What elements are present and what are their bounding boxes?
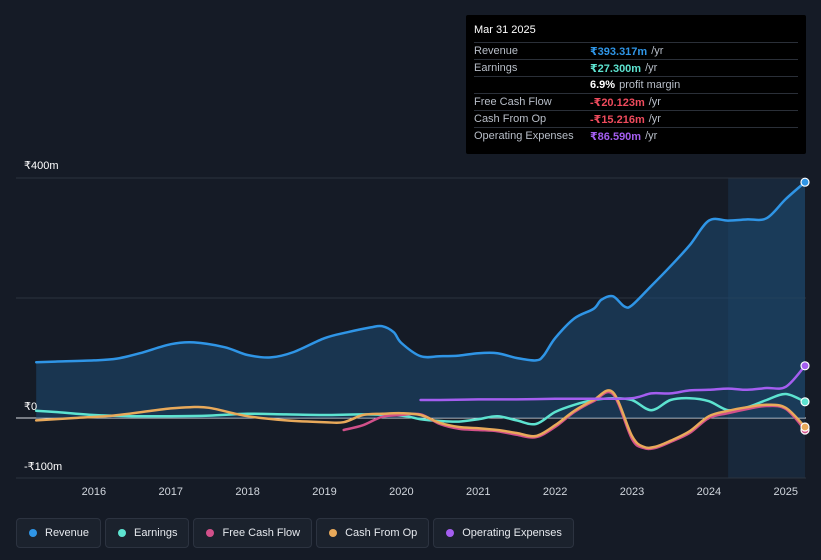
tooltip-row-unit: /yr	[648, 113, 661, 125]
y-tick-label-bottom: -₹100m	[24, 461, 63, 473]
tooltip-row-value: ₹27.300m	[590, 62, 642, 75]
legend-dot-icon	[118, 529, 127, 537]
tooltip-row-label: Operating Expenses	[474, 130, 574, 142]
tooltip-row-value: ₹86.590m	[590, 130, 642, 143]
tooltip-row-value: -₹15.216m	[590, 113, 645, 126]
tooltip-row: Operating Expenses ₹86.590m/yr	[474, 127, 798, 144]
tooltip-row-unit: /yr	[651, 45, 664, 57]
y-tick-label-top: ₹400m	[24, 160, 59, 172]
x-tick-label: 2025	[774, 486, 798, 498]
tooltip-row-label: Revenue	[474, 45, 519, 57]
legend-item-free-cash-flow[interactable]: Free Cash Flow	[193, 518, 313, 548]
earnings-line	[34, 392, 807, 426]
legend-label: Revenue	[45, 527, 90, 539]
x-tick-label: 2023	[620, 486, 644, 498]
tooltip-row: Free Cash Flow -₹20.123m/yr	[474, 93, 798, 110]
tooltip-row-label: Earnings	[474, 62, 518, 74]
tooltip-date: Mar 31 2025	[474, 24, 536, 36]
tooltip-row-value: 6.9%	[590, 79, 616, 91]
revenue-endpoint	[800, 177, 810, 187]
tooltip-row: 6.9% profit margin	[474, 76, 798, 93]
x-tick-label: 2017	[159, 486, 183, 498]
tooltip-row-unit: /yr	[645, 130, 658, 142]
x-tick-label: 2019	[312, 486, 336, 498]
tooltip-row-value: -₹20.123m	[590, 96, 645, 109]
revenue-area	[36, 182, 805, 418]
tooltip-row: Revenue ₹393.317m/yr	[474, 42, 798, 59]
x-tick-label: 2018	[235, 486, 259, 498]
legend-dot-icon	[446, 529, 455, 537]
legend-label: Cash From Op	[345, 527, 418, 539]
x-tick-label: 2020	[389, 486, 413, 498]
operating-expenses-endpoint	[800, 361, 810, 371]
tooltip-row-unit: /yr	[648, 96, 661, 108]
operating-expenses-line	[419, 364, 807, 402]
legend: Revenue Earnings Free Cash Flow Cash From O…	[16, 518, 574, 548]
tooltip-row-value: ₹393.317m	[590, 45, 648, 58]
x-tick-label: 2024	[697, 486, 721, 498]
legend-item-operating-expenses[interactable]: Operating Expenses	[433, 518, 574, 548]
y-tick-label-zero: ₹0	[24, 401, 38, 413]
tooltip-row-label: Free Cash Flow	[474, 96, 552, 108]
tooltip-row-unit: /yr	[645, 62, 658, 74]
legend-label: Earnings	[134, 527, 178, 539]
data-tooltip: Mar 31 2025 Revenue ₹393.317m/yr Earnings ₹…	[466, 15, 806, 154]
tooltip-row-label: Cash From Op	[474, 113, 547, 125]
legend-label: Operating Expenses	[462, 527, 562, 539]
cash-from-op-endpoint	[800, 422, 810, 432]
cash-from-op-line	[34, 389, 807, 450]
legend-item-earnings[interactable]: Earnings	[105, 518, 190, 548]
tooltip-row: Cash From Op -₹15.216m/yr	[474, 110, 798, 127]
legend-item-cash-from-op[interactable]: Cash From Op	[316, 518, 430, 548]
legend-dot-icon	[206, 529, 215, 537]
tooltip-row: Earnings ₹27.300m/yr	[474, 59, 798, 76]
earnings-endpoint	[800, 397, 810, 407]
tooltip-row-unit: profit margin	[619, 79, 681, 91]
x-tick-label: 2021	[466, 486, 490, 498]
legend-item-revenue[interactable]: Revenue	[16, 518, 102, 548]
legend-label: Free Cash Flow	[222, 527, 301, 539]
legend-dot-icon	[29, 529, 37, 537]
revenue-line	[34, 180, 807, 364]
x-tick-label: 2022	[543, 486, 567, 498]
x-tick-label: 2016	[82, 486, 106, 498]
legend-dot-icon	[329, 529, 338, 537]
